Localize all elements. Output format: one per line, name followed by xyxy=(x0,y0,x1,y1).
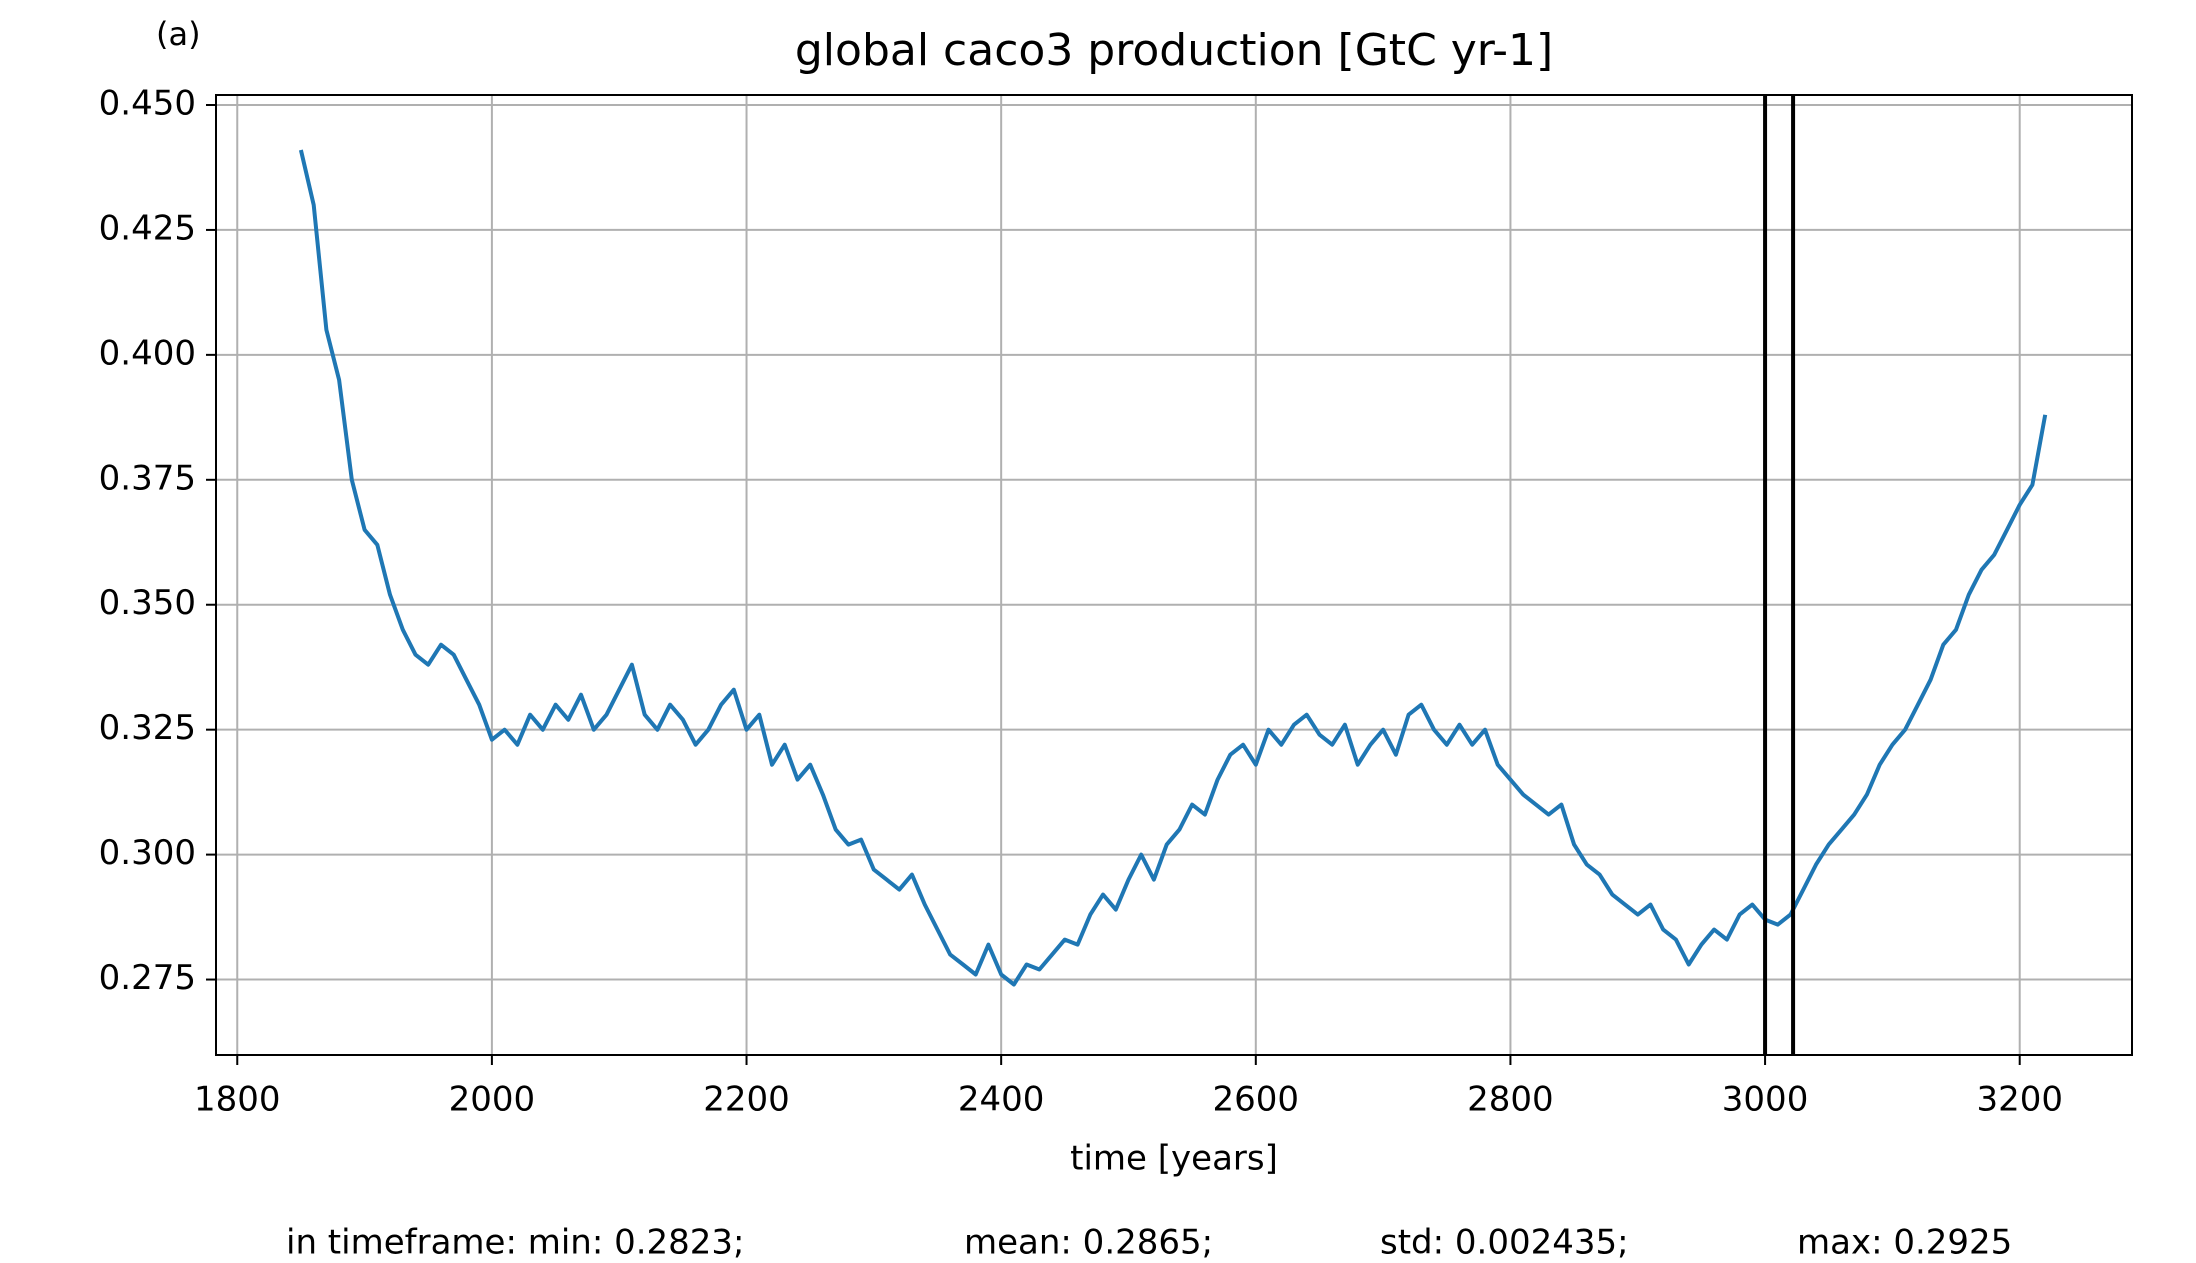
y-tick-label: 0.300 xyxy=(99,833,196,873)
panel-label: (a) xyxy=(156,15,201,53)
y-tick-label: 0.425 xyxy=(99,208,196,248)
chart-title: global caco3 production [GtC yr-1] xyxy=(795,25,1553,76)
y-tick-label: 0.375 xyxy=(99,458,196,498)
y-tick-label: 0.275 xyxy=(99,958,196,998)
y-tick-label: 0.325 xyxy=(99,708,196,748)
x-axis-label: time [years] xyxy=(1070,1139,1278,1179)
x-tick-label: 2600 xyxy=(1213,1080,1300,1120)
footer-text: in timeframe: min: 0.2823; xyxy=(286,1223,745,1263)
footer-text: std: 0.002435; xyxy=(1380,1223,1629,1263)
plot-frame xyxy=(215,94,2133,1056)
x-tick-label: 3200 xyxy=(1976,1080,2063,1120)
data-line xyxy=(298,149,2048,987)
x-tick-label: 2400 xyxy=(958,1080,1045,1120)
x-tick-label: 2200 xyxy=(703,1080,790,1120)
footer-text: mean: 0.2865; xyxy=(964,1223,1213,1263)
y-tick-label: 0.400 xyxy=(99,333,196,373)
y-tick-label: 0.350 xyxy=(99,583,196,623)
x-tick-label: 1800 xyxy=(194,1080,281,1120)
y-tick-label: 0.450 xyxy=(99,83,196,123)
x-tick-label: 2000 xyxy=(449,1080,536,1120)
x-tick-label: 2800 xyxy=(1467,1080,1554,1120)
x-tick-label: 3000 xyxy=(1722,1080,1809,1120)
footer-text: max: 0.2925 xyxy=(1797,1223,2012,1263)
